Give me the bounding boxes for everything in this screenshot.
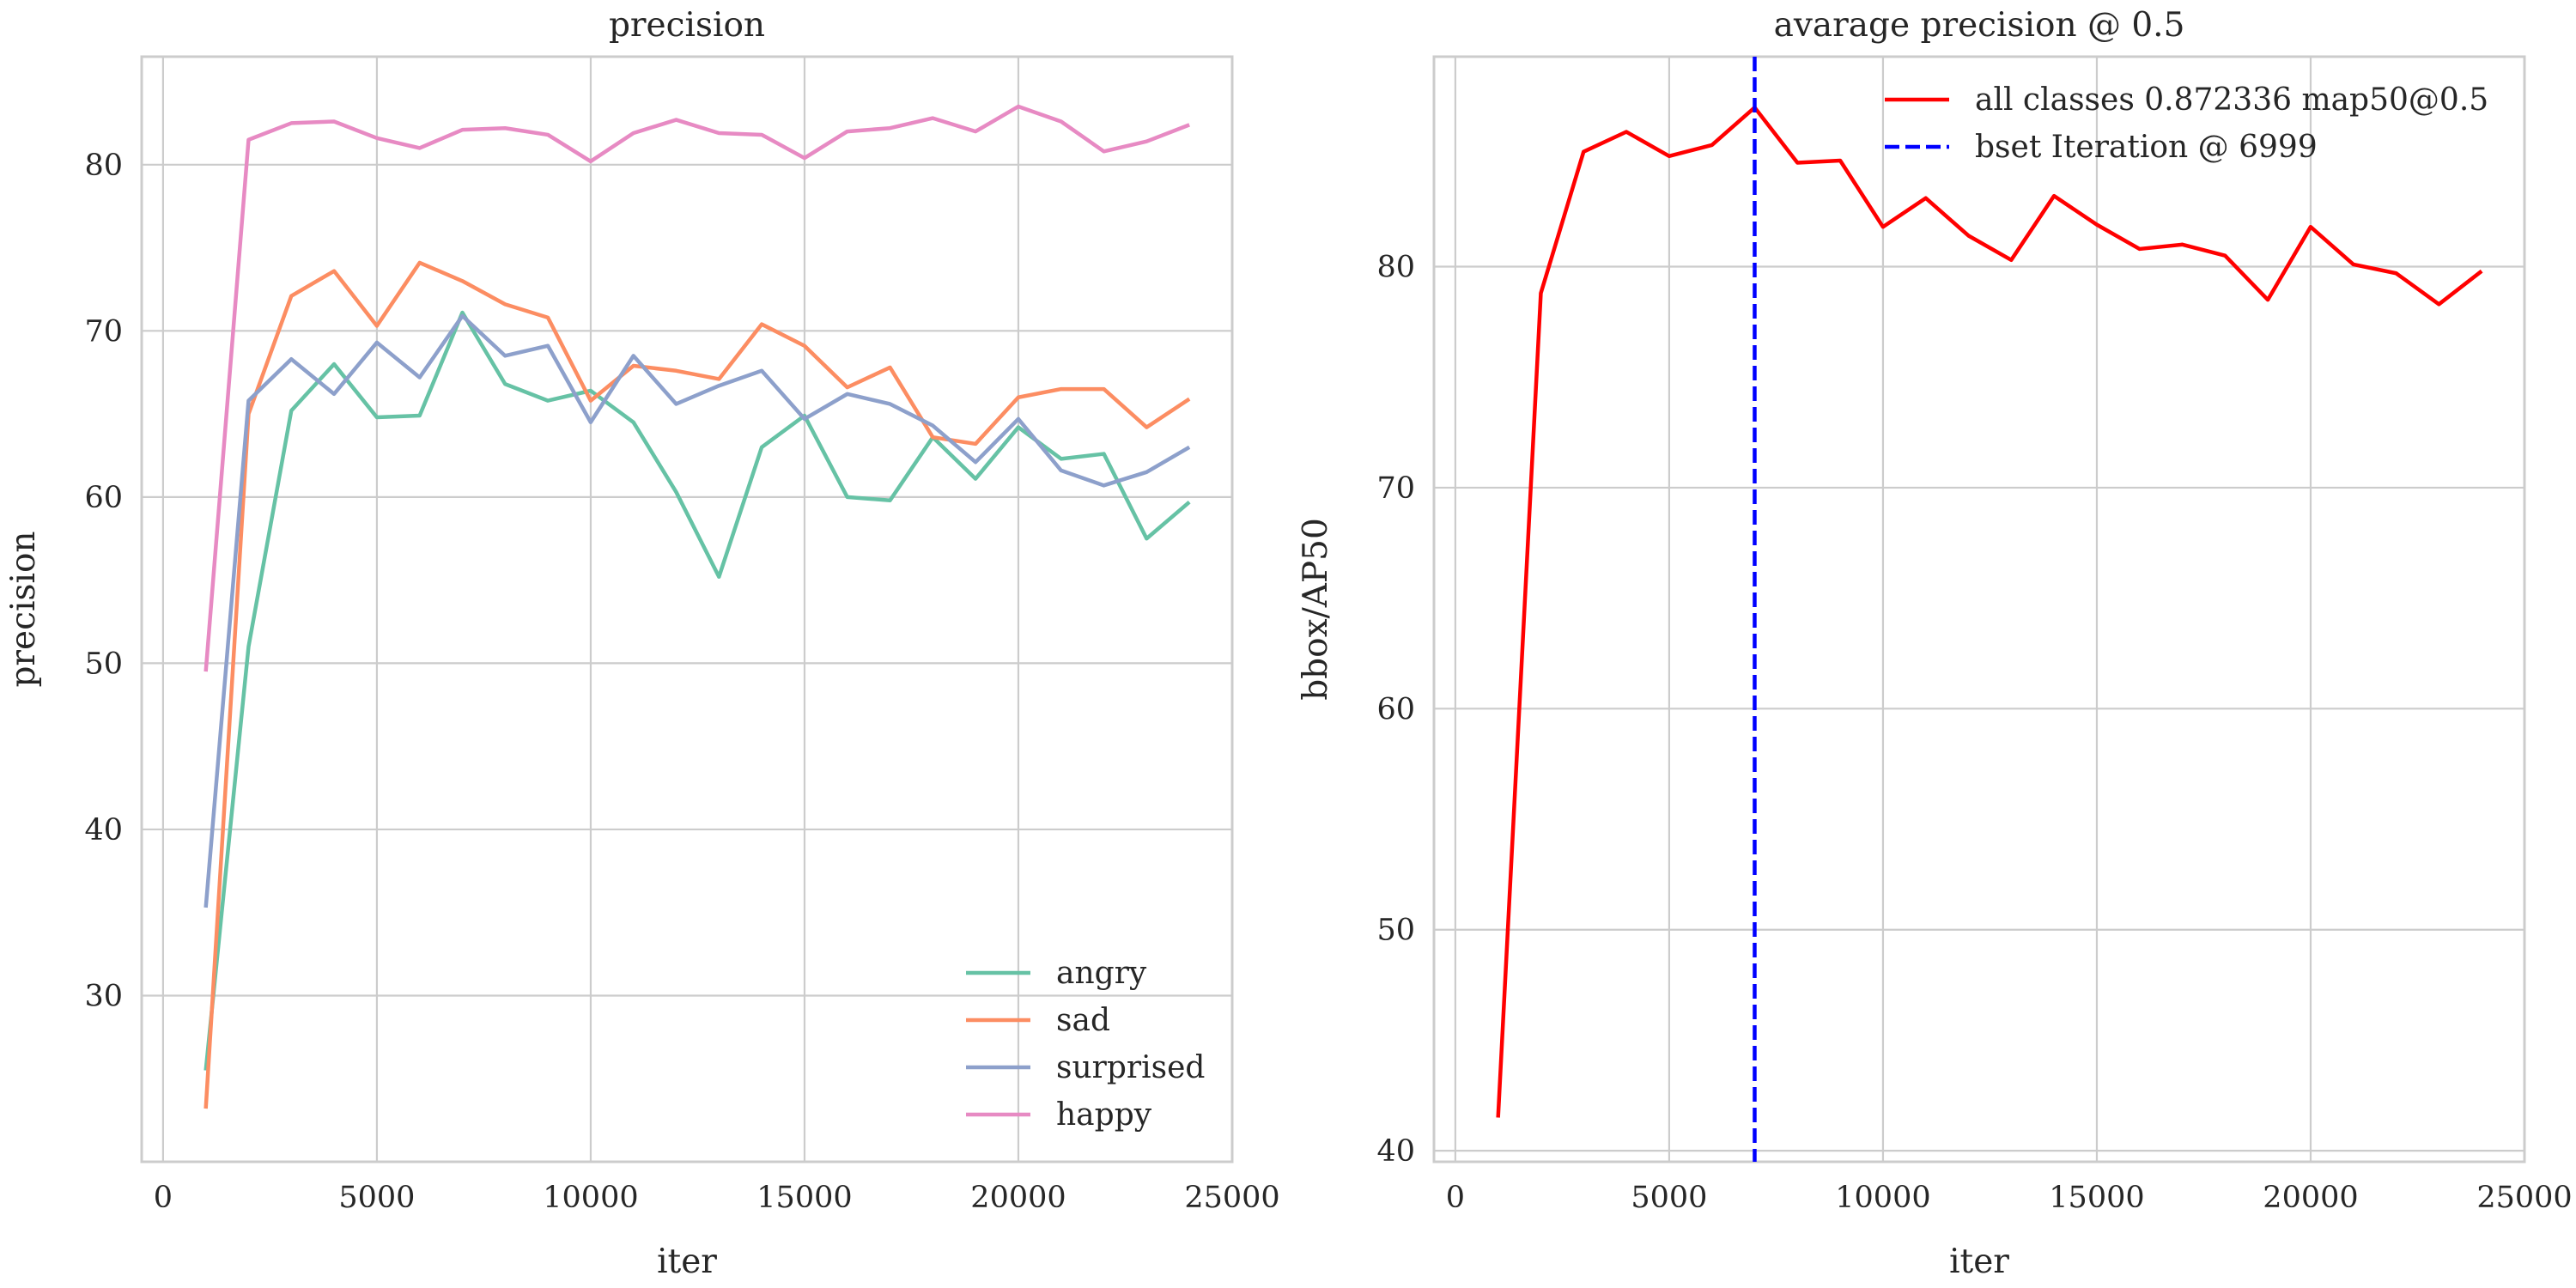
y-tick-label: 80 [84,149,123,183]
x-tick-label: 5000 [1631,1181,1707,1215]
x-tick-label: 25000 [1184,1181,1279,1215]
x-tick-label: 10000 [1835,1181,1930,1215]
chart-title: precision [609,6,765,45]
series-line-all-classes-0-872336-map50-0-5 [1496,105,2483,1118]
x-tick-label: 5000 [338,1181,415,1215]
legend-label-all-classes-0-872336-map50-0-5: all classes 0.872336 map50@0.5 [1975,82,2488,118]
series-line-surprised [204,313,1191,908]
y-tick-label: 40 [1376,1134,1415,1169]
x-tick-label: 20000 [2263,1181,2358,1215]
legend-label-surprised: surprised [1056,1050,1205,1085]
chart-title: avarage precision @ 0.5 [1774,6,2185,45]
x-tick-label: 20000 [970,1181,1066,1215]
y-tick-label: 70 [1376,471,1415,506]
y-tick-label: 30 [84,979,123,1013]
x-axis-label: iter [657,1242,717,1281]
series-line-sad [204,260,1191,1109]
legend-label-sad: sad [1056,1003,1110,1038]
y-tick-label: 40 [84,813,123,848]
plot-frame [1432,55,2526,1163]
y-tick-label: 50 [84,647,123,681]
y-tick-label: 50 [1376,914,1415,948]
x-tick-label: 0 [1446,1181,1465,1215]
x-tick-label: 25000 [2476,1181,2572,1215]
legend-label-angry: angry [1056,956,1147,991]
legend-label-bset-iteration-6999: bset Iteration @ 6999 [1975,130,2318,165]
x-tick-label: 15000 [756,1181,852,1215]
series-line-happy [204,104,1190,672]
series-line-angry [204,310,1191,1071]
x-tick-label: 0 [154,1181,173,1215]
y-tick-label: 80 [1376,251,1415,285]
y-axis-label: bbox/AP50 [1297,518,1335,701]
chart-precision: 0 5000 10000 15000 20000 25000 30 40 50 60 70 80 pre… [4,6,1280,1281]
x-tick-label: 10000 [543,1181,638,1215]
x-axis-label: iter [1949,1242,2009,1281]
y-tick-label: 60 [84,481,123,515]
plot-frame [140,55,1234,1163]
y-axis-label: precision [4,531,43,687]
y-tick-label: 60 [1376,692,1415,726]
chart-average-precision: 0 5000 10000 15000 20000 25000 40 50 60 70 80 avara… [1297,6,2573,1281]
legend-label-happy: happy [1056,1097,1152,1133]
y-tick-label: 70 [84,314,123,349]
x-tick-label: 15000 [2049,1181,2144,1215]
